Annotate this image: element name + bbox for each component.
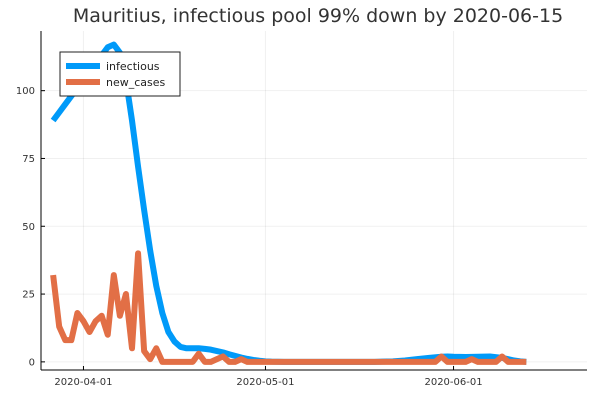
chart-title: Mauritius, infectious pool 99% down by 2…	[73, 5, 563, 27]
series-line-new-cases	[50, 250, 527, 365]
y-tick-label: 75	[22, 154, 35, 165]
tick-labels: 0 25 50 75 100 2020-04-01 2020-05-01 2020-06-01	[16, 86, 483, 388]
legend-label-infectious: infectious	[106, 60, 160, 73]
y-tick-label: 25	[22, 290, 35, 301]
y-tick-label: 100	[16, 86, 35, 97]
y-tick-label: 0	[29, 357, 35, 368]
legend: infectious new_cases	[59, 51, 181, 97]
axes	[40, 31, 587, 371]
x-tick-label: 2020-04-01	[54, 377, 112, 388]
series-line-infectious	[50, 41, 527, 365]
x-tick-label: 2020-05-01	[236, 377, 294, 388]
y-tick-label: 50	[22, 222, 35, 233]
legend-label-new-cases: new_cases	[106, 76, 166, 89]
x-tick-label: 2020-06-01	[424, 377, 482, 388]
legend-box	[59, 51, 181, 97]
